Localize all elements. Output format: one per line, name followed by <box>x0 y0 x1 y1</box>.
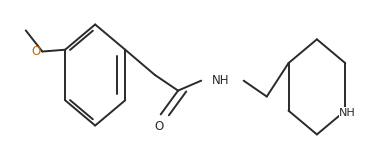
Text: O: O <box>31 45 40 58</box>
Text: NH: NH <box>212 74 229 87</box>
Text: NH: NH <box>339 108 356 118</box>
Text: O: O <box>154 120 163 133</box>
